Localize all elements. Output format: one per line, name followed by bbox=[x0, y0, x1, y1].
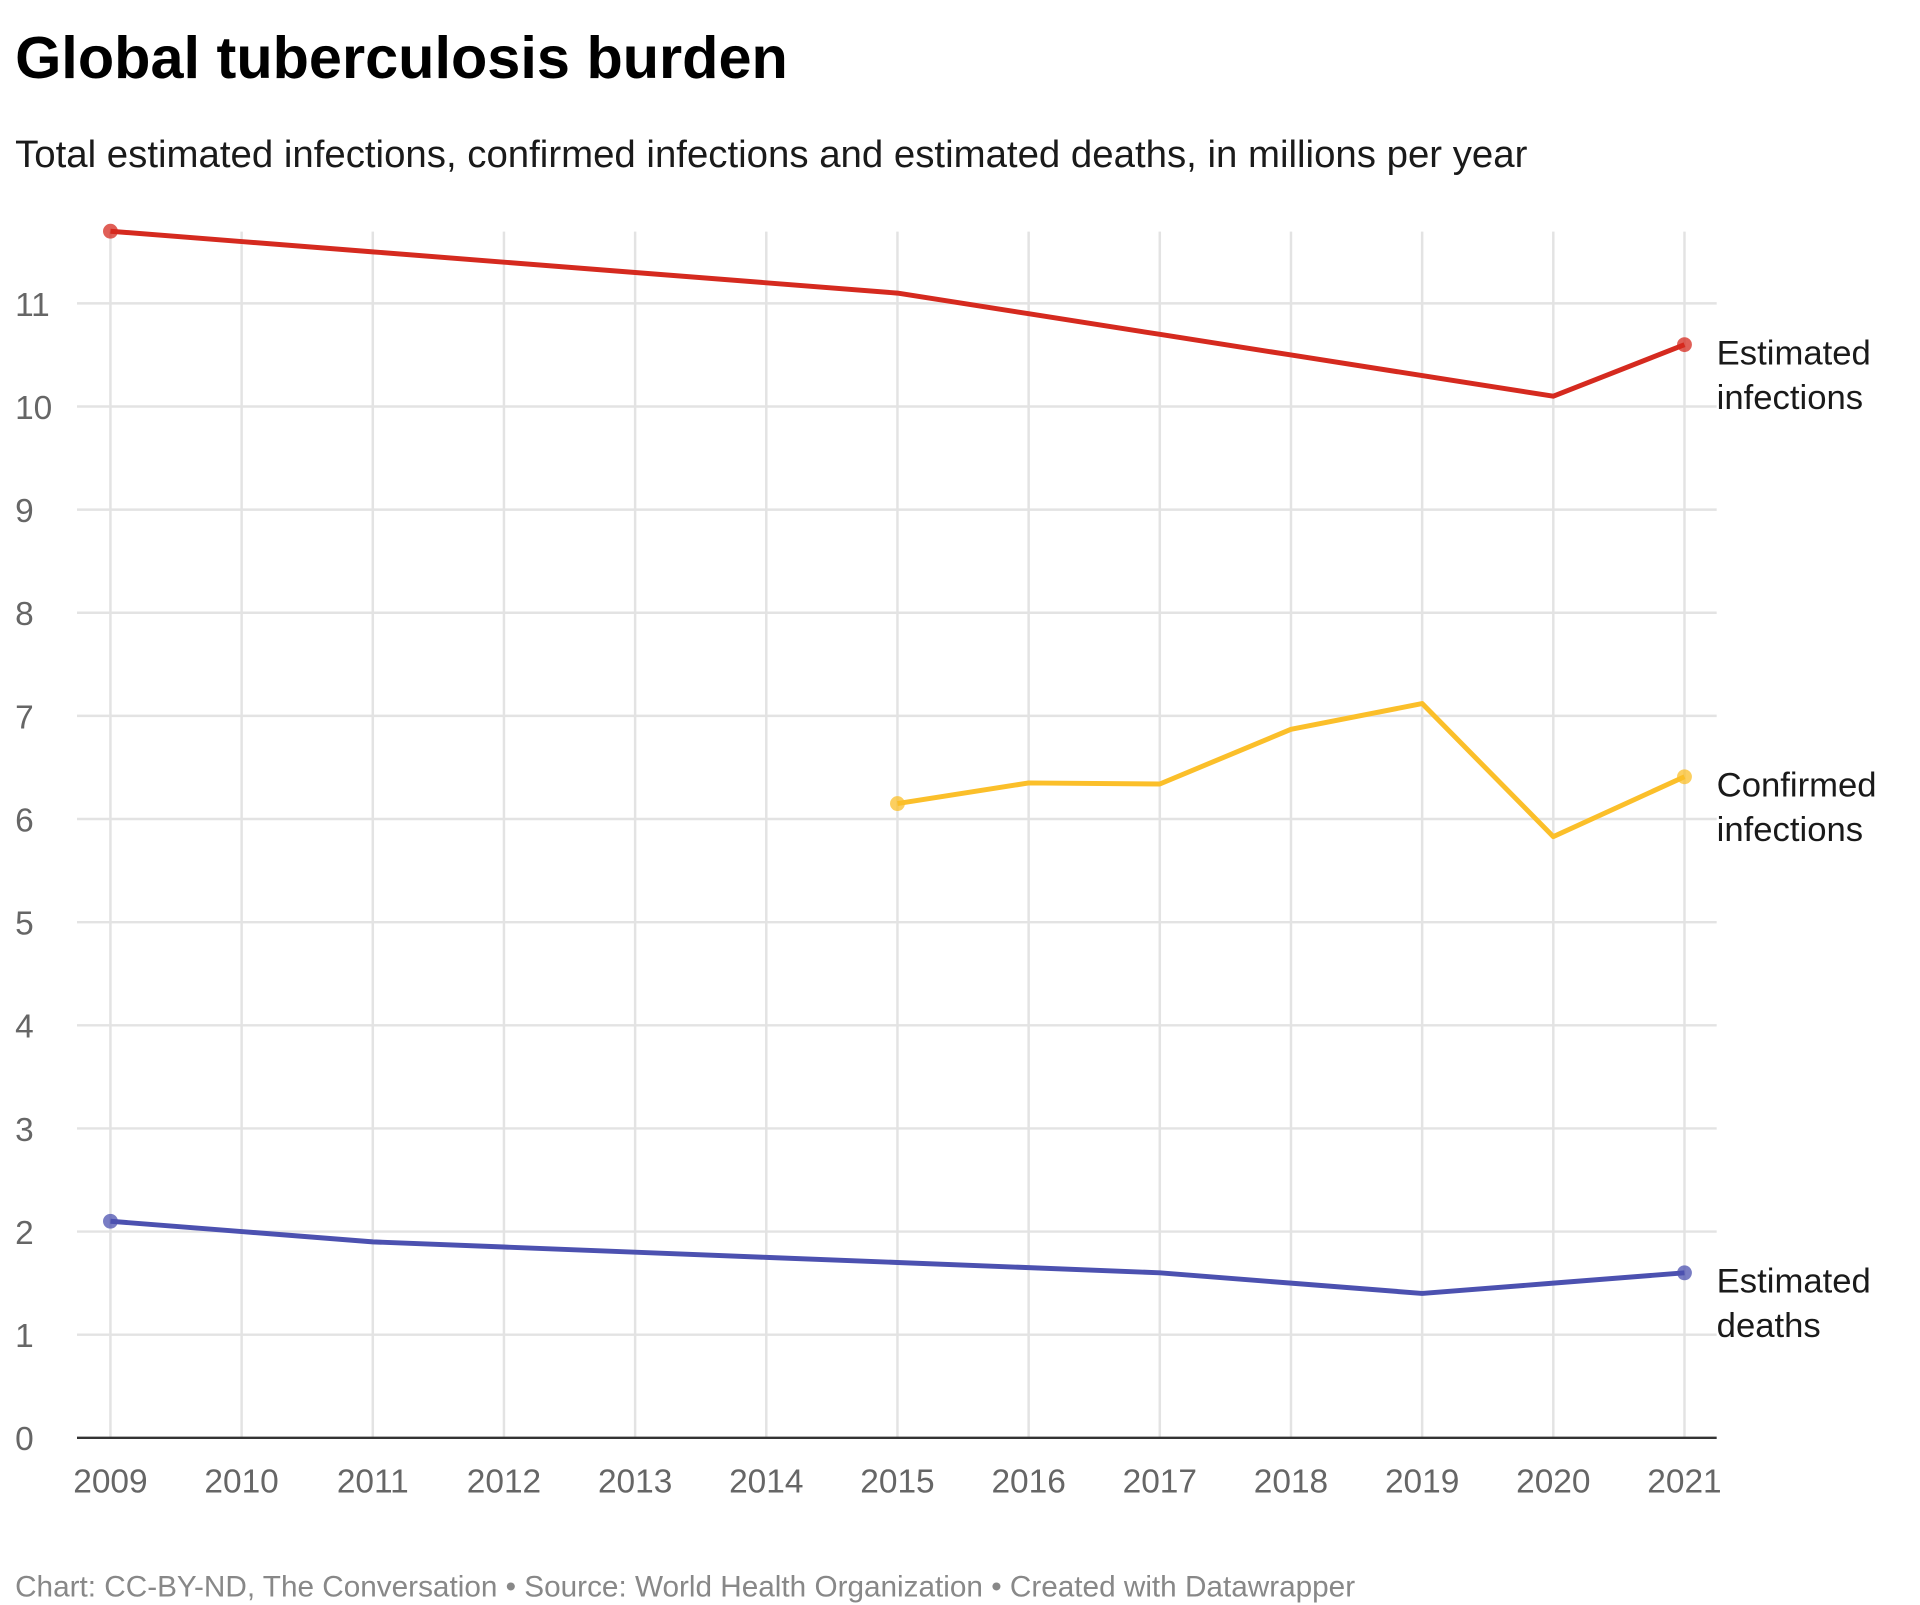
estimated-deaths-point bbox=[1026, 1265, 1031, 1270]
confirmed-infections-point bbox=[1551, 834, 1556, 839]
estimated-infections-point bbox=[1677, 337, 1692, 353]
confirmed-infections-point bbox=[1677, 769, 1692, 785]
estimated-deaths-point bbox=[501, 1245, 506, 1250]
estimated-deaths-label: Estimated bbox=[1717, 1263, 1871, 1301]
estimated-infections-point bbox=[501, 260, 506, 265]
y-tick-label: 2 bbox=[15, 1215, 34, 1252]
x-tick-label: 2017 bbox=[1123, 1463, 1197, 1500]
estimated-infections-line bbox=[110, 228, 1686, 399]
y-tick-label: 6 bbox=[15, 802, 34, 839]
chart-footer: Chart: CC-BY-ND, The Conversation • Sour… bbox=[15, 1570, 1355, 1603]
estimated-deaths-point bbox=[370, 1239, 375, 1244]
estimated-deaths-point bbox=[1420, 1291, 1425, 1296]
y-tick-label: 5 bbox=[15, 906, 34, 943]
chart-title: Global tuberculosis burden bbox=[15, 24, 788, 91]
estimated-infections-point bbox=[1551, 394, 1556, 399]
x-tick-label: 2015 bbox=[860, 1463, 934, 1500]
x-tick-label: 2013 bbox=[598, 1463, 672, 1500]
y-tick-label: 11 bbox=[15, 287, 50, 324]
estimated-infections-point bbox=[764, 280, 769, 285]
y-tick-label: 0 bbox=[15, 1421, 34, 1458]
estimated-infections-point bbox=[633, 270, 638, 275]
confirmed-infections-label: infections bbox=[1717, 811, 1863, 849]
y-axis: 0 1 2 3 4 5 6 7 8 9 10 11 bbox=[15, 287, 52, 1458]
estimated-deaths-point bbox=[633, 1250, 638, 1255]
confirmed-infections-point bbox=[1157, 782, 1162, 787]
confirmed-infections-point bbox=[1420, 701, 1425, 706]
estimated-deaths-point bbox=[103, 1213, 118, 1229]
estimated-deaths-line bbox=[110, 1218, 1685, 1296]
series-lines bbox=[103, 223, 1692, 1296]
estimated-infections-point bbox=[1026, 311, 1031, 316]
estimated-infections-point bbox=[1157, 332, 1162, 337]
estimated-deaths-label: deaths bbox=[1717, 1307, 1821, 1345]
y-tick-label: 10 bbox=[15, 390, 52, 427]
estimated-infections-point bbox=[895, 291, 900, 296]
y-tick-label: 1 bbox=[15, 1318, 34, 1355]
x-tick-label: 2009 bbox=[73, 1463, 147, 1500]
estimated-infections-point bbox=[1420, 373, 1425, 378]
y-tick-label: 4 bbox=[15, 1009, 34, 1046]
estimated-infections-label: infections bbox=[1717, 379, 1863, 417]
x-tick-label: 2019 bbox=[1385, 1463, 1459, 1500]
x-axis: 2009 2010 2011 2012 2013 2014 2015 2016 2017 2018… bbox=[73, 1463, 1721, 1500]
estimated-deaths-point bbox=[1677, 1265, 1692, 1281]
estimated-infections-point bbox=[370, 249, 375, 254]
gridlines bbox=[77, 231, 1717, 1438]
confirmed-infections-line bbox=[897, 701, 1686, 840]
estimated-infections-label: Estimated bbox=[1717, 334, 1871, 372]
confirmed-infections-label: Confirmed bbox=[1717, 767, 1877, 805]
x-tick-label: 2012 bbox=[467, 1463, 541, 1500]
estimated-deaths-point bbox=[895, 1260, 900, 1265]
x-tick-label: 2010 bbox=[204, 1463, 278, 1500]
x-tick-label: 2021 bbox=[1647, 1463, 1721, 1500]
confirmed-infections-point bbox=[1026, 780, 1031, 785]
series-labels: Estimated infections Confirmed infections Es… bbox=[1717, 334, 1877, 1345]
estimated-deaths-point bbox=[239, 1229, 244, 1234]
estimated-infections-point bbox=[239, 239, 244, 244]
chart-subtitle: Total estimated infections, confirmed in… bbox=[15, 133, 1528, 176]
x-tick-label: 2018 bbox=[1254, 1463, 1328, 1500]
y-tick-label: 7 bbox=[15, 699, 34, 736]
y-tick-label: 3 bbox=[15, 1112, 34, 1149]
estimated-deaths-point bbox=[1551, 1281, 1556, 1286]
estimated-deaths-point bbox=[764, 1255, 769, 1260]
estimated-infections-point bbox=[1288, 353, 1293, 358]
estimated-deaths-point bbox=[1157, 1270, 1162, 1275]
x-tick-label: 2014 bbox=[729, 1463, 803, 1500]
estimated-infections-point bbox=[103, 223, 118, 239]
estimated-deaths-point bbox=[1288, 1281, 1293, 1286]
confirmed-infections-point bbox=[890, 796, 905, 812]
x-tick-label: 2011 bbox=[337, 1463, 409, 1500]
y-tick-label: 8 bbox=[15, 596, 34, 633]
y-tick-label: 9 bbox=[15, 493, 34, 530]
x-tick-label: 2016 bbox=[991, 1463, 1065, 1500]
x-tick-label: 2020 bbox=[1516, 1463, 1590, 1500]
confirmed-infections-point bbox=[1288, 727, 1293, 732]
